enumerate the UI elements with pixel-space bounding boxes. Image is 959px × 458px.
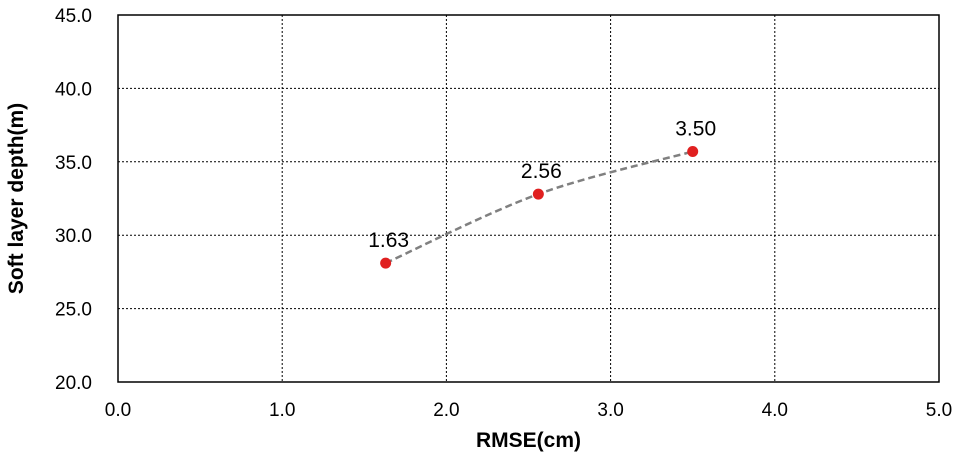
x-axis-ticks: 0.0 1.0 2.0 3.0 4.0 5.0: [105, 400, 952, 421]
data-point: [687, 146, 699, 158]
y-tick-label: 35.0: [55, 153, 92, 174]
data-label: 2.56: [521, 160, 562, 183]
y-tick-label: 20.0: [55, 373, 92, 394]
data-point: [380, 257, 392, 269]
x-tick-label: 0.0: [105, 400, 131, 421]
data-label: 3.50: [675, 118, 716, 141]
plot-area: 1.63 2.56 3.50: [117, 14, 940, 383]
gridlines: [118, 15, 939, 382]
y-axis-ticks: 20.0 25.0 30.0 35.0 40.0 45.0: [55, 6, 92, 394]
y-tick-label: 30.0: [55, 226, 92, 247]
y-tick-label: 45.0: [55, 6, 92, 27]
x-tick-label: 4.0: [762, 400, 788, 421]
x-tick-label: 2.0: [433, 400, 459, 421]
x-tick-label: 5.0: [926, 400, 952, 421]
y-axis-title: Soft layer depth(m): [5, 103, 28, 294]
x-tick-label: 1.0: [269, 400, 295, 421]
y-tick-label: 25.0: [55, 300, 92, 321]
y-tick-label: 40.0: [55, 79, 92, 100]
data-point: [532, 188, 544, 200]
data-points: 1.63 2.56 3.50: [368, 118, 716, 269]
x-tick-label: 3.0: [597, 400, 623, 421]
data-label: 1.63: [368, 229, 409, 252]
x-axis-title: RMSE(cm): [476, 429, 581, 452]
